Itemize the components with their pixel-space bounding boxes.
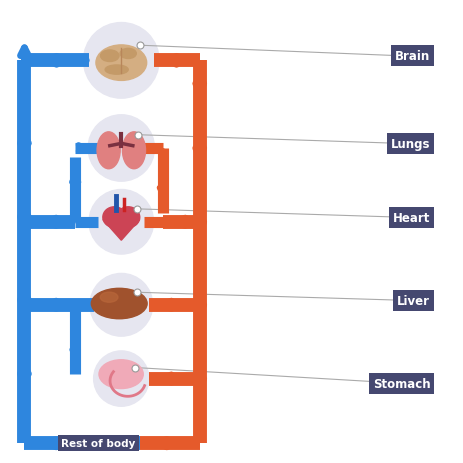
Ellipse shape: [122, 132, 145, 169]
Ellipse shape: [99, 360, 143, 389]
Ellipse shape: [91, 289, 147, 319]
Ellipse shape: [97, 132, 120, 169]
Circle shape: [88, 116, 154, 182]
Ellipse shape: [105, 66, 128, 75]
Circle shape: [89, 190, 153, 255]
Ellipse shape: [120, 49, 136, 59]
Circle shape: [90, 274, 152, 337]
Circle shape: [94, 351, 149, 407]
Text: Lungs: Lungs: [390, 138, 429, 150]
Ellipse shape: [100, 51, 119, 63]
Text: Rest of body: Rest of body: [61, 438, 135, 448]
Polygon shape: [103, 220, 139, 241]
Ellipse shape: [100, 293, 118, 303]
Text: Brain: Brain: [394, 50, 429, 63]
Ellipse shape: [116, 207, 139, 228]
Ellipse shape: [103, 207, 125, 228]
Text: Heart: Heart: [392, 211, 429, 224]
Text: Liver: Liver: [396, 294, 429, 307]
Circle shape: [83, 24, 159, 99]
Text: Stomach: Stomach: [372, 377, 429, 390]
Ellipse shape: [96, 46, 146, 81]
